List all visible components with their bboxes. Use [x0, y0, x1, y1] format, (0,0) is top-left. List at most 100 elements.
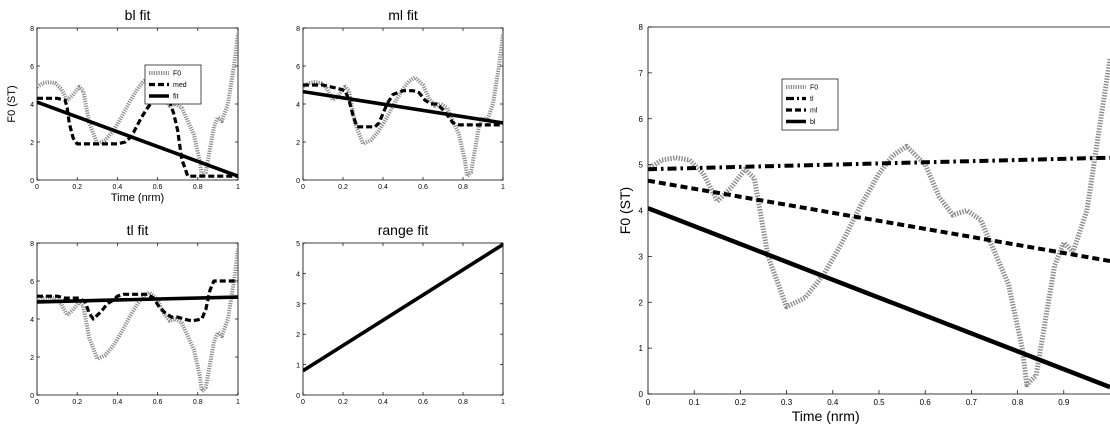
tl-xtick-label: 0.4 [113, 399, 123, 406]
ml-xtick-label: 1 [501, 184, 505, 191]
bl-title: bl fit [125, 7, 151, 23]
big-legend-label-bl: bl [810, 119, 816, 126]
range-ytick-label: 2 [296, 332, 300, 339]
ml-ytick-label: 6 [296, 64, 300, 71]
big-ytick-label: 1 [639, 344, 644, 353]
big-ytick-label: 2 [639, 298, 644, 307]
big-xtick-label: 0 [646, 398, 651, 407]
tl-axes-box [36, 242, 239, 396]
range-ytick-label: 5 [296, 241, 300, 248]
big-xlabel: Time (nrm) [792, 408, 860, 424]
big-series-tl [648, 155, 1110, 172]
range-title: range fit [378, 222, 429, 238]
ml-title: ml fit [388, 7, 418, 23]
range-xtick-label: 0.4 [378, 399, 388, 406]
bl-chart: 0 0.2 0.4 0.6 0.8 1 0 2 4 6 8 bl fit Time (nrm) F0 (S… [6, 7, 240, 204]
big-xtick-label: 0.6 [920, 398, 932, 407]
range-xtick-label: 0.6 [418, 399, 428, 406]
range-ytick-label: 1 [296, 363, 300, 370]
big-xtick-label: 0.3 [781, 398, 793, 407]
ml-xtick-label: 0.8 [458, 184, 468, 191]
tl-ytick-label: 2 [30, 355, 34, 362]
tl-xtick-label: 0 [35, 399, 39, 406]
big-ytick-label: 5 [639, 161, 644, 170]
bl-xtick-label: 1 [236, 184, 240, 191]
range-series-group [303, 243, 503, 373]
range-ytick-label: 0 [296, 393, 300, 400]
big-xtick-label: 0.8 [1012, 398, 1024, 407]
range-ytick-label: 4 [296, 271, 300, 278]
bl-legend-label-fit: fit [173, 94, 179, 101]
big-xtick-label: 0.5 [873, 398, 885, 407]
range-series-fit [303, 243, 503, 373]
big-xtick-label: 0.7 [966, 398, 978, 407]
range-xtick-label: 0 [301, 399, 305, 406]
bl-ytick-label: 6 [30, 64, 34, 71]
big-ylabel: F0 (ST) [617, 187, 633, 234]
big-xtick-label: 0.2 [735, 398, 747, 407]
big-ytick-label: 7 [639, 69, 644, 78]
bl-ytick-label: 8 [30, 26, 34, 33]
big-legend-label-tl: tl [810, 96, 814, 103]
bl-ylabel: F0 (ST) [6, 85, 18, 122]
big-ytick-label: 6 [639, 115, 644, 124]
range-xtick-label: 0.8 [458, 399, 468, 406]
ml-xtick-label: 0.4 [378, 184, 388, 191]
range-xtick-label: 0.2 [338, 399, 348, 406]
ml-series-F0 [303, 33, 503, 179]
big-series-F0 [648, 58, 1110, 388]
ml-ytick-label: 0 [296, 178, 300, 185]
big-xtick-label: 0.9 [1058, 398, 1070, 407]
big-chart: 0 0.1 0.2 0.3 0.4 0.5 0.6 0.7 0.8 0.9 0 1 2 3 4 5 6 7 8 Tim… [617, 23, 1110, 424]
bl-xtick-label: 0.6 [153, 184, 163, 191]
ml-xtick-label: 0.2 [338, 184, 348, 191]
bl-ytick-label: 2 [30, 140, 34, 147]
bl-ytick-label: 4 [30, 102, 34, 109]
big-ytick-label: 3 [639, 252, 644, 261]
ml-series-med [303, 83, 503, 129]
tl-ytick-label: 6 [30, 279, 34, 286]
big-legend: F0 tl ml bl [781, 78, 839, 131]
range-xtick-label: 1 [501, 399, 505, 406]
big-ytick-label: 0 [639, 390, 644, 399]
big-legend-label-ml: ml [810, 108, 818, 115]
big-ytick-label: 8 [639, 23, 644, 32]
big-series-ml [648, 178, 1110, 263]
tl-xtick-label: 0.2 [72, 399, 82, 406]
big-series-group [648, 58, 1110, 390]
tl-xtick-label: 0.6 [153, 399, 163, 406]
tl-xtick-label: 0.8 [193, 399, 203, 406]
bl-ytick-label: 0 [30, 178, 34, 185]
range-ytick-label: 3 [296, 302, 300, 309]
tl-xtick-label: 1 [236, 399, 240, 406]
bl-series-group [37, 33, 238, 179]
tl-series-med [37, 279, 238, 323]
tl-chart: 0 0.2 0.4 0.6 0.8 1 0 2 4 6 8 tl fit [30, 222, 240, 406]
tl-ytick-label: 4 [30, 317, 34, 324]
ml-chart: 0 0.2 0.4 0.6 0.8 1 0 2 4 6 8 ml fit [296, 7, 505, 191]
bl-legend: F0 med fit [144, 64, 202, 105]
big-series-bl [648, 206, 1110, 390]
bl-xtick-label: 0 [35, 184, 39, 191]
bl-series-F0 [37, 33, 238, 179]
ml-ytick-label: 4 [296, 102, 300, 109]
big-xtick-label: 0.1 [689, 398, 701, 407]
tl-ytick-label: 0 [30, 393, 34, 400]
ml-ytick-label: 8 [296, 26, 300, 33]
ml-xtick-label: 0.6 [418, 184, 428, 191]
ml-series-fit [303, 89, 503, 125]
range-axes-box [302, 242, 504, 396]
bl-xtick-label: 0.8 [193, 184, 203, 191]
tl-title: tl fit [127, 222, 149, 238]
bl-legend-label-med: med [173, 82, 187, 89]
ml-series-group [303, 33, 503, 179]
big-xtick-label: 0.4 [827, 398, 839, 407]
bl-series-fit [37, 100, 238, 178]
tl-ytick-label: 8 [30, 241, 34, 248]
ml-xtick-label: 0 [301, 184, 305, 191]
tl-series-fit [37, 295, 238, 304]
range-chart: 0 0.2 0.4 0.6 0.8 1 0 1 2 3 4 5 range fit [296, 222, 505, 406]
tl-series-F0 [37, 248, 238, 394]
bl-xlabel: Time (nrm) [111, 192, 164, 204]
